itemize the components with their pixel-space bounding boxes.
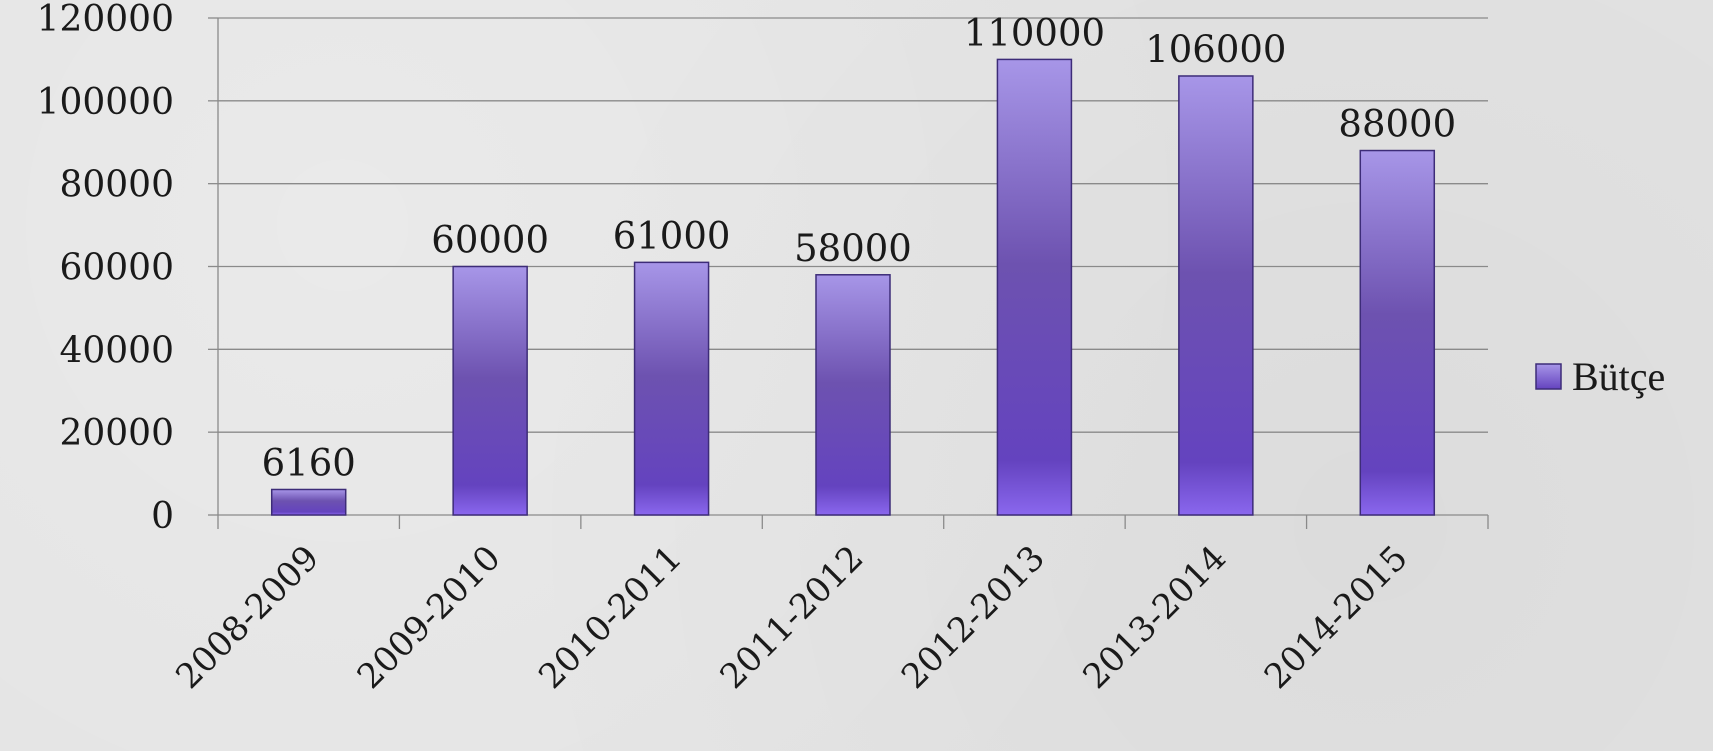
bar-2012-2013 bbox=[996, 58, 1073, 516]
y-tick-label: 120000 bbox=[37, 0, 174, 40]
data-labels: 6160 60000 61000 58000 110000 106000 88000 bbox=[262, 11, 1457, 484]
legend: Bütçe bbox=[1535, 354, 1665, 399]
x-category-label: 2009-2010 bbox=[350, 538, 509, 697]
y-tick-label: 40000 bbox=[59, 330, 174, 371]
bar-2013-2014 bbox=[1178, 75, 1254, 516]
data-label: 61000 bbox=[613, 214, 731, 257]
bars bbox=[270, 58, 1436, 516]
bar-2009-2010 bbox=[452, 265, 528, 516]
x-category-label: 2010-2011 bbox=[531, 538, 690, 697]
bar-2010-2011 bbox=[633, 261, 710, 516]
bar-2008-2009 bbox=[270, 488, 347, 516]
bar-2011-2012 bbox=[815, 274, 891, 516]
y-tick-label: 80000 bbox=[59, 165, 174, 206]
y-axis-ticks: 0 20000 40000 60000 80000 100000 120000 bbox=[37, 0, 174, 537]
data-label: 106000 bbox=[1145, 28, 1286, 71]
x-category-label: 2011-2012 bbox=[713, 538, 872, 697]
y-tick-label: 60000 bbox=[59, 248, 174, 289]
legend-swatch bbox=[1535, 363, 1562, 390]
data-label: 110000 bbox=[964, 11, 1105, 54]
x-category-label: 2013-2014 bbox=[1075, 538, 1234, 697]
x-category-label: 2014-2015 bbox=[1257, 538, 1416, 697]
x-category-label: 2008-2009 bbox=[168, 538, 327, 697]
x-category-label: 2012-2013 bbox=[894, 538, 1053, 697]
x-axis-ticks: 2008-2009 2009-2010 2010-2011 2011-2012 2012… bbox=[168, 538, 1415, 697]
data-label: 88000 bbox=[1338, 103, 1456, 146]
y-tick-label: 100000 bbox=[37, 82, 174, 123]
data-label: 60000 bbox=[431, 219, 549, 262]
data-label: 6160 bbox=[262, 441, 356, 484]
gridlines bbox=[218, 17, 1488, 433]
bar-2014-2015 bbox=[1359, 149, 1436, 516]
legend-label: Bütçe bbox=[1572, 354, 1665, 399]
y-tick-label: 0 bbox=[151, 496, 174, 537]
y-tick-label: 20000 bbox=[59, 413, 174, 454]
data-label: 58000 bbox=[794, 227, 912, 270]
